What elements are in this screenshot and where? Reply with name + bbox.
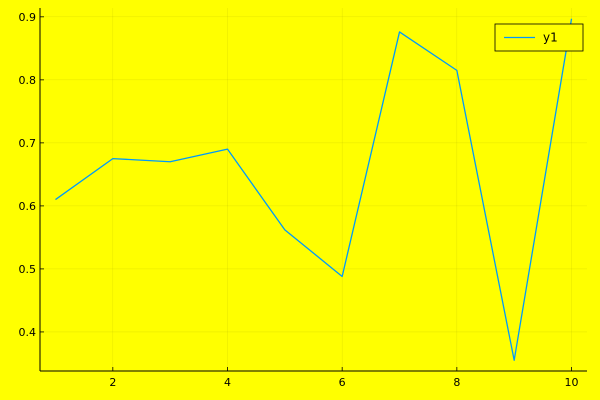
y-tick-label-0.6: 0.6	[19, 200, 37, 213]
y-tick-label-0.5: 0.5	[19, 263, 37, 276]
series-line-y1	[55, 18, 573, 361]
y-tick-label-0.8: 0.8	[19, 74, 37, 87]
legend: y1	[494, 23, 584, 52]
x-tick-label-4: 4	[224, 376, 231, 389]
x-tick-label-6: 6	[339, 376, 346, 389]
x-tick-label-10: 10	[565, 376, 579, 389]
y-tick-label-0.9: 0.9	[19, 11, 37, 24]
gridlines	[40, 8, 587, 371]
tick-labels: 2 4 6 8 10 0.4 0.5 0.6 0.7 0.8 0.9	[19, 11, 579, 389]
axes	[39, 8, 587, 372]
y-tick-label-0.4: 0.4	[19, 326, 37, 339]
x-tick-label-2: 2	[109, 376, 116, 389]
legend-box	[494, 23, 584, 52]
legend-label-y1: y1	[543, 31, 558, 45]
y-tick-label-0.7: 0.7	[19, 137, 37, 150]
x-tick-label-8: 8	[453, 376, 460, 389]
series-layer	[55, 18, 573, 361]
